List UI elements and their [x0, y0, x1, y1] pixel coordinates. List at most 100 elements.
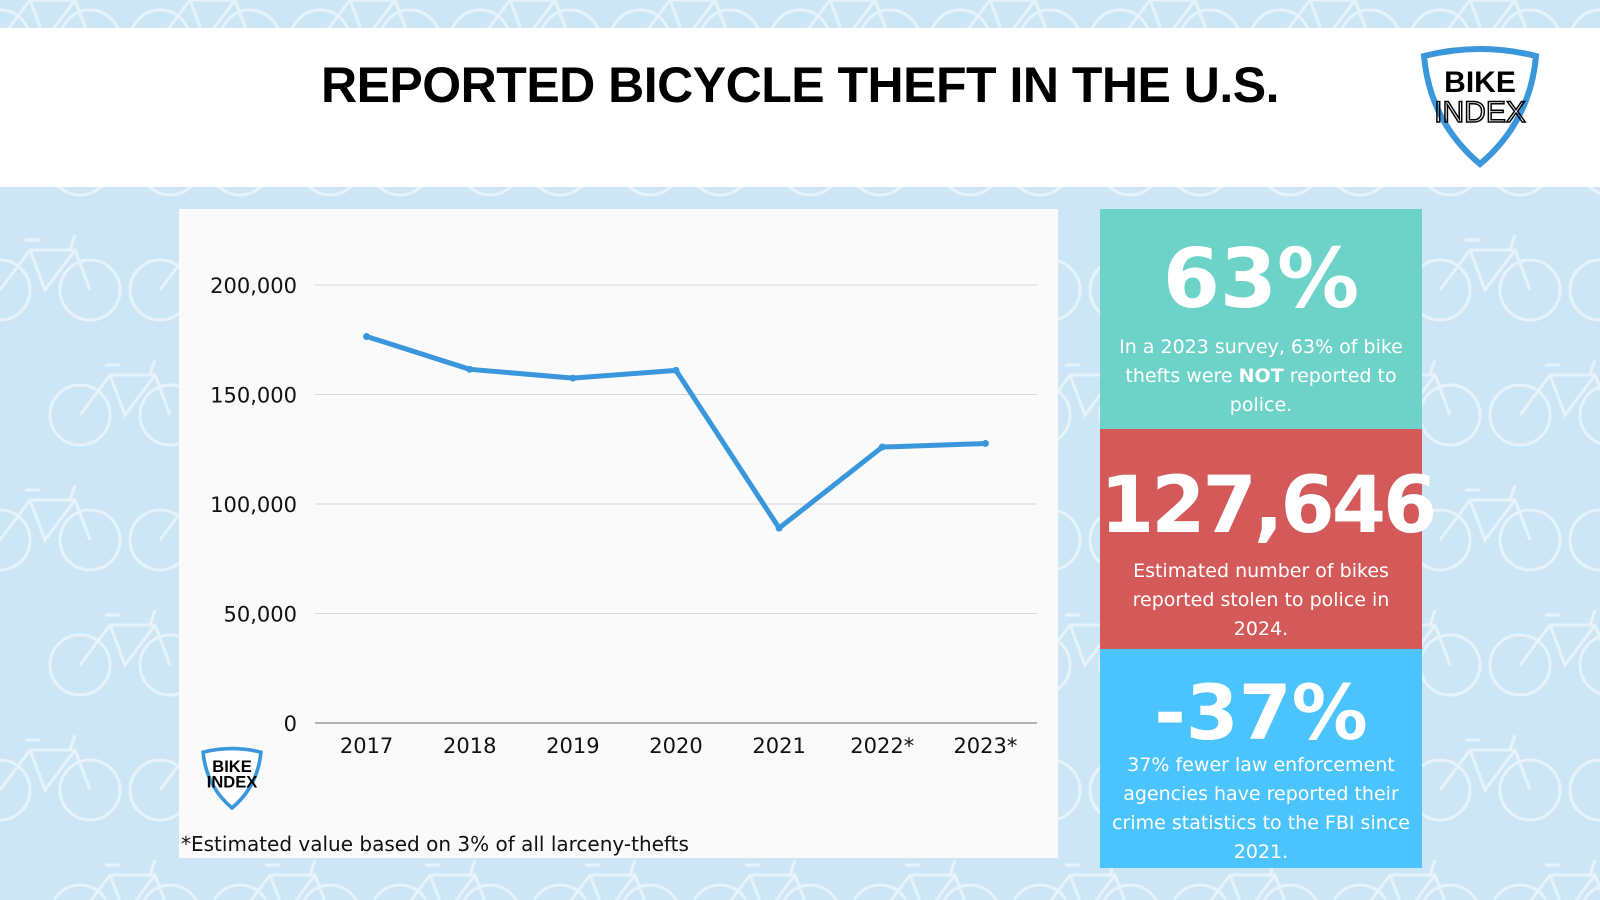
wheel — [58, 258, 122, 322]
y-tick-label: 150,000 — [210, 384, 297, 408]
wheel — [1578, 635, 1600, 695]
stat-card-stolen: 127,646 Estimated number of bikes report… — [1100, 429, 1437, 649]
bike-pattern-icon — [0, 234, 122, 322]
bike-pattern-icon — [1488, 359, 1600, 447]
wheel — [622, 883, 678, 900]
series-line — [365, 334, 986, 531]
wheel — [0, 508, 32, 572]
wheel — [1568, 758, 1600, 822]
stat-text: In a 2023 survey, 63% of bike thefts wer… — [1100, 333, 1422, 420]
wheel — [372, 883, 428, 900]
frame — [1038, 609, 1132, 669]
frame — [569, 859, 646, 900]
wheel — [1488, 633, 1552, 697]
frame — [1438, 484, 1532, 544]
frame — [409, 859, 486, 900]
footnote: *Estimated value based on 3% of all larc… — [181, 832, 689, 856]
wheel — [1492, 883, 1548, 900]
wheel — [1568, 508, 1600, 572]
svg-text:BIKE: BIKE — [212, 758, 251, 776]
y-tick-label: 0 — [284, 712, 297, 736]
wheel — [532, 883, 588, 900]
stat-text-part: reported to police. — [1229, 365, 1397, 416]
wheel — [302, 883, 358, 900]
bike-pattern-icon — [0, 484, 122, 572]
y-tick-label: 200,000 — [210, 274, 297, 298]
x-tick-label: 2021 — [752, 734, 805, 758]
frame — [1438, 734, 1532, 794]
y-tick-label: 100,000 — [210, 493, 297, 517]
frame — [0, 734, 92, 794]
header-band — [0, 28, 1600, 187]
stat-text-part: In a 2023 survey, 63% of bike thefts wer… — [1119, 336, 1403, 387]
frame — [1529, 859, 1600, 900]
bike-index-logo: BIKE INDEX — [1420, 46, 1540, 168]
stat-text-bold: NOT — [1238, 365, 1284, 387]
svg-text:INDEX: INDEX — [1434, 96, 1526, 129]
wheel — [58, 758, 122, 822]
data-point — [363, 332, 371, 340]
frame — [78, 609, 172, 669]
frame — [1038, 359, 1132, 419]
wheel — [48, 633, 112, 697]
data-point — [878, 443, 886, 451]
x-tick-label: 2019 — [546, 734, 599, 758]
wheel — [692, 883, 748, 900]
wheel — [1422, 883, 1478, 900]
bike-pattern-icon — [212, 859, 358, 900]
bike-pattern-icon — [372, 859, 518, 900]
bike-pattern-icon — [692, 859, 838, 900]
wheel — [1102, 883, 1158, 900]
chart-panel — [179, 209, 1058, 858]
bike-pattern-icon — [1492, 859, 1600, 900]
bike-pattern-icon — [1012, 859, 1158, 900]
bike-pattern-icon — [532, 859, 678, 900]
y-tick-label: 50,000 — [224, 603, 297, 627]
wheel — [1578, 385, 1600, 445]
data-point — [569, 374, 577, 382]
data-point — [672, 366, 680, 374]
bike-pattern-icon — [52, 859, 198, 900]
wheel — [1488, 383, 1552, 447]
wheel — [852, 883, 908, 900]
svg-text:BIKE: BIKE — [1444, 66, 1516, 99]
wheel — [1568, 258, 1600, 322]
frame — [0, 484, 92, 544]
frame — [1369, 859, 1446, 900]
bike-pattern-icon — [1172, 859, 1318, 900]
wheel — [1172, 883, 1228, 900]
x-tick-label: 2017 — [340, 734, 393, 758]
bike-pattern-icon — [1568, 258, 1600, 322]
frame — [1209, 859, 1286, 900]
data-point — [775, 524, 783, 532]
wheel — [462, 883, 518, 900]
frame — [1438, 234, 1532, 294]
wheel — [48, 383, 112, 447]
wheel — [1012, 883, 1068, 900]
wheel — [1262, 883, 1318, 900]
wheel — [58, 508, 122, 572]
wheel — [1498, 758, 1562, 822]
page-title: REPORTED BICYCLE THEFT IN THE U.S. — [320, 57, 1280, 113]
stat-value: 127,646 — [1100, 461, 1437, 551]
frame — [1049, 859, 1126, 900]
wheel — [142, 883, 198, 900]
bike-pattern-icon — [1332, 859, 1478, 900]
wheel — [782, 883, 838, 900]
wheel — [52, 883, 108, 900]
data-point — [466, 365, 474, 373]
wheel — [942, 883, 998, 900]
x-tick-label: 2020 — [649, 734, 702, 758]
stat-card-agencies: -37% 37% fewer law enforcement agencies … — [1100, 649, 1422, 868]
frame — [1518, 359, 1600, 419]
x-tick-label: 2023* — [953, 734, 1017, 758]
bike-pattern-icon — [1568, 508, 1600, 572]
stat-value: -37% — [1154, 668, 1368, 757]
bike-pattern-icon — [1488, 609, 1600, 697]
frame — [889, 859, 966, 900]
data-point — [981, 439, 989, 447]
wheel — [212, 883, 268, 900]
wheel — [0, 758, 32, 822]
stat-text: Estimated number of bikes reported stole… — [1132, 560, 1390, 640]
